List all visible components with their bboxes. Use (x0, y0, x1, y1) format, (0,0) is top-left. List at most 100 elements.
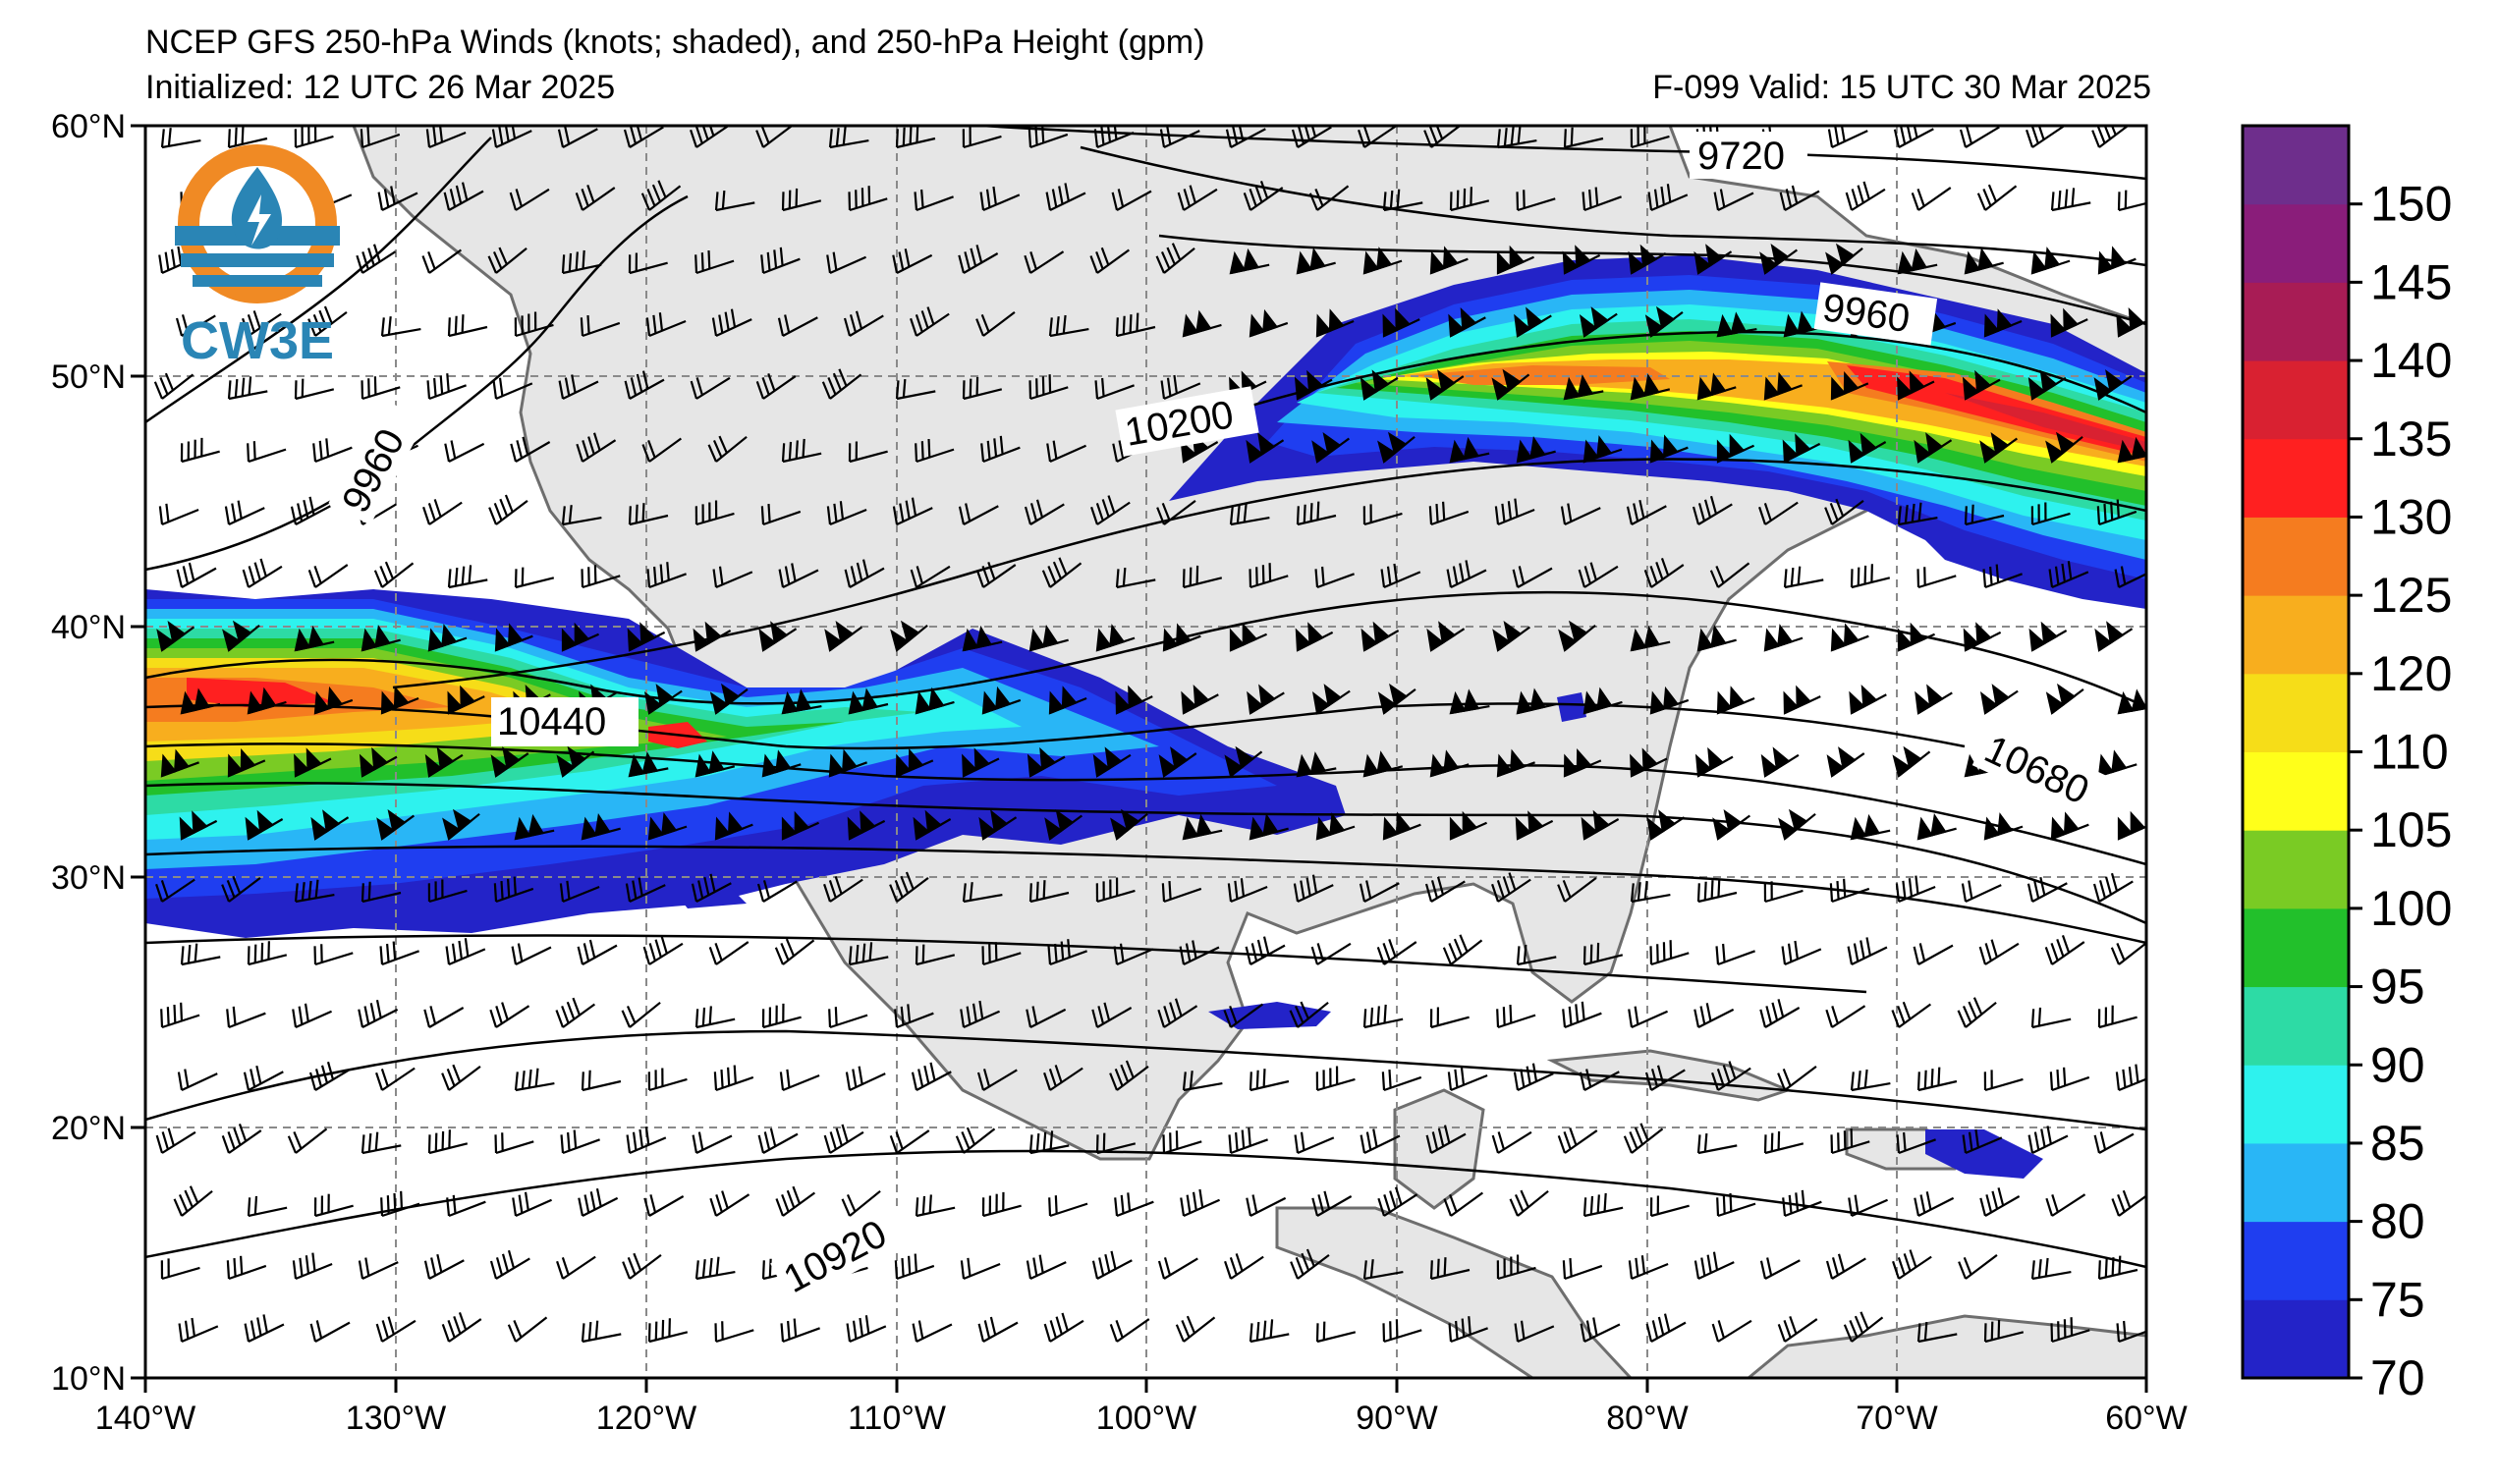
wind-barb (247, 941, 288, 966)
wind-barb (307, 305, 348, 337)
wind-barb (912, 1320, 953, 1343)
wind-barb (1982, 564, 2023, 589)
wind-barb (421, 248, 463, 274)
wind-barb (1563, 374, 1604, 401)
wind-barb (962, 127, 1002, 149)
wind-barb (1296, 501, 1337, 526)
wind-barb (1709, 562, 1750, 588)
wind-barb (913, 809, 952, 841)
wind-barb (158, 503, 199, 526)
wind-barb (1628, 1006, 1668, 1029)
wind-barb (1630, 373, 1671, 401)
south-america-land (1746, 1314, 2146, 1378)
wind-barb (308, 1061, 350, 1091)
wind-barb (2093, 1131, 2135, 1154)
wind-barb (1763, 371, 1803, 401)
wind-barb (1362, 1004, 1404, 1029)
wind-barb (1028, 624, 1069, 652)
wind-barb (1696, 878, 1738, 904)
wind-barb (1160, 374, 1201, 401)
wind-barb (1978, 939, 2020, 965)
wind-barb (1562, 245, 1601, 275)
lat-label: 30°N (51, 859, 126, 897)
wind-barb (1291, 126, 1332, 148)
wind-barb (1376, 938, 1417, 965)
wind-barb (1157, 1257, 1198, 1280)
wind-barb (361, 1131, 402, 1155)
wind-barb (1777, 1066, 1817, 1091)
wind-barb (1109, 1060, 1149, 1091)
wind-barb (1562, 1001, 1602, 1029)
wind-barb (1293, 874, 1334, 903)
wind-barb (1158, 746, 1197, 778)
wind-barb (561, 622, 599, 652)
colorbar-swatch (2243, 986, 2349, 1066)
colorbar-swatch (2243, 517, 2349, 596)
wind-barb (2030, 1257, 2072, 1281)
wind-barb (380, 316, 421, 338)
wind-barb (2030, 502, 2071, 526)
wind-barb (1182, 565, 1223, 589)
colorbar-swatch (2243, 1065, 2349, 1144)
wind-barb (1362, 1259, 1404, 1281)
wind-barb (1647, 184, 1689, 212)
wind-barb (627, 622, 666, 652)
wind-barbs (153, 126, 2146, 1344)
wind-barb (1557, 1127, 1598, 1154)
wind-barb (1713, 189, 1754, 211)
wind-barb (755, 126, 796, 148)
wind-barb (1177, 185, 1218, 211)
wind-barb (2030, 247, 2071, 275)
wind-barb (643, 684, 683, 715)
wind-barb (975, 561, 1017, 588)
wind-barb (313, 686, 354, 715)
wind-barb (1514, 306, 1552, 338)
wind-barb (915, 944, 956, 966)
wind-barb (1716, 433, 1754, 464)
wind-barb (709, 683, 749, 715)
wind-barb (757, 1127, 799, 1154)
wind-barb (775, 1185, 816, 1217)
wind-barb (1249, 563, 1289, 589)
wind-barb (361, 881, 402, 904)
wind-barb (1159, 126, 1200, 148)
wind-barb (160, 128, 201, 149)
wind-barb (709, 1190, 750, 1217)
wind-barb (1425, 369, 1465, 401)
wind-barb (1045, 183, 1086, 211)
wind-barb (358, 999, 399, 1028)
wind-barb (1643, 557, 1685, 588)
wind-barb (1916, 812, 1957, 841)
wind-barb (624, 370, 665, 400)
wind-barb (1115, 567, 1156, 589)
wind-barb (426, 373, 467, 401)
colorbar-tick-label: 140 (2370, 333, 2452, 388)
wind-barb (176, 562, 217, 588)
wind-barb (1644, 305, 1684, 338)
colorbar-tick-label: 145 (2370, 254, 2452, 309)
wind-barb (1781, 940, 1822, 966)
wind-barb (707, 435, 748, 463)
wind-barb (774, 938, 815, 965)
axis-ticks (131, 124, 2148, 1393)
wind-barb (1913, 943, 1954, 965)
wind-barb (890, 620, 928, 652)
wind-barb (1579, 1069, 1620, 1091)
wind-barb (1830, 1128, 1870, 1155)
colorbar (2243, 126, 2349, 1379)
wind-barb (1825, 1253, 1866, 1280)
lon-label: 130°W (346, 1400, 446, 1437)
wind-barb (1115, 685, 1153, 715)
wind-barb (1646, 809, 1686, 841)
wind-barb (1848, 432, 1887, 464)
colorbar-swatch (2243, 595, 2349, 675)
wind-barb (1113, 943, 1154, 966)
wind-barb (580, 315, 621, 338)
wind-barb (1247, 684, 1285, 715)
wind-barb (1492, 620, 1531, 652)
wind-barb (490, 746, 529, 778)
wind-barb (1043, 1312, 1084, 1343)
wind-barb (575, 184, 616, 211)
wind-barb (1845, 181, 1886, 211)
wind-barb (1830, 370, 1869, 401)
